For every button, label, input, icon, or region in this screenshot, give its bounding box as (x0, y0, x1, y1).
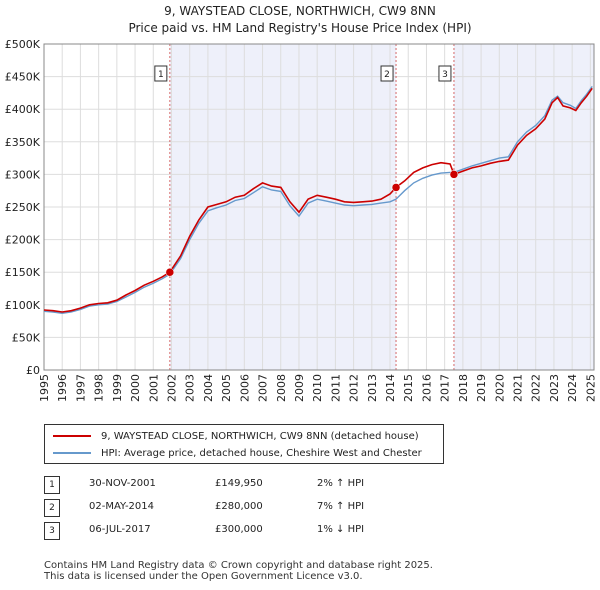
x-tick-label: 2002 (165, 374, 178, 402)
x-tick-label: 2014 (384, 374, 397, 402)
y-tick-label: £450K (5, 71, 41, 84)
legend-swatch-hpi (53, 452, 91, 454)
x-tick-label: 2000 (129, 374, 142, 402)
sale-hpi-change: 1% ↓ HPI (317, 524, 365, 535)
sale-point (165, 267, 175, 277)
y-tick-label: £400K (5, 103, 41, 116)
sale-number-badge: 3 (44, 522, 60, 540)
x-tick-label: 1995 (38, 374, 51, 402)
sale-price: £280,000 (215, 501, 263, 512)
x-tick-label: 2007 (257, 374, 270, 402)
legend-item-hpi: HPI: Average price, detached house, Ches… (53, 445, 422, 461)
x-tick-label: 2019 (475, 374, 488, 402)
sale-point (449, 170, 459, 179)
y-tick-label: £200K (5, 234, 41, 247)
sale-marker-label: 1 (158, 70, 164, 80)
x-tick-label: 2006 (238, 374, 251, 402)
hpi-line (43, 85, 593, 315)
x-tick-label: 1997 (74, 374, 87, 402)
sale-marker-badge (380, 65, 394, 82)
y-tick-label: £0 (26, 364, 40, 377)
sales-table: 1 30-NOV-2001 £149,950 2% ↑ HPI 2 02-MAY… (44, 474, 404, 543)
sale-marker-badge (154, 65, 168, 82)
y-tick-label: £150K (5, 266, 41, 279)
x-tick-label: 2012 (348, 374, 361, 402)
y-tick-label: £250K (5, 201, 41, 214)
footer-line: This data is licensed under the Open Gov… (44, 571, 363, 582)
x-tick-label: 2015 (402, 374, 415, 402)
x-tick-label: 2003 (184, 374, 197, 402)
chart-subtitle: Price paid vs. HM Land Registry's House … (128, 21, 472, 35)
x-tick-label: 2016 (420, 374, 433, 402)
x-tick-label: 2024 (566, 374, 579, 402)
sale-date: 02-MAY-2014 (89, 501, 155, 512)
sale-hpi-change: 7% ↑ HPI (317, 501, 365, 512)
footer-line: Contains HM Land Registry data © Crown c… (44, 560, 433, 571)
price-chart: £0 £50K £100K £150K £200K £250K £300K £350K £400… (5, 38, 598, 402)
sale-number-badge: 2 (44, 499, 60, 517)
sale-marker-badge (438, 65, 452, 82)
x-tick-label: 2018 (457, 374, 470, 402)
x-tick-label: 1996 (56, 374, 69, 402)
x-tick-label: 1999 (111, 374, 124, 402)
sale-date: 30-NOV-2001 (89, 478, 156, 489)
x-tick-label: 2023 (548, 374, 561, 402)
x-tick-label: 2021 (512, 374, 525, 402)
x-tick-label: 2017 (439, 374, 452, 402)
y-tick-label: £300K (5, 168, 41, 181)
y-tick-label: £350K (5, 136, 41, 149)
x-tick-label: 2013 (366, 374, 379, 402)
footer-attribution: Contains HM Land Registry data © Crown c… (44, 560, 433, 582)
sale-row: 2 02-MAY-2014 £280,000 7% ↑ HPI (44, 497, 404, 520)
legend-item-price: 9, WAYSTEAD CLOSE, NORTHWICH, CW9 8NN (d… (53, 428, 419, 444)
x-tick-label: 2008 (275, 374, 288, 402)
x-tick-label: 2005 (220, 374, 233, 402)
y-tick-label: £50K (12, 331, 41, 344)
x-tick-label: 2004 (202, 374, 215, 402)
x-tick-label: 2025 (584, 374, 597, 402)
chart-legend: 9, WAYSTEAD CLOSE, NORTHWICH, CW9 8NN (d… (44, 424, 444, 464)
sale-row: 3 06-JUL-2017 £300,000 1% ↓ HPI (44, 520, 404, 543)
sale-marker-label: 2 (384, 70, 390, 80)
sale-number-badge: 1 (44, 476, 60, 494)
sale-price: £149,950 (215, 478, 263, 489)
legend-label-hpi: HPI: Average price, detached house, Ches… (101, 447, 422, 459)
y-tick-label: £500K (5, 38, 41, 51)
y-tick-label: £100K (5, 299, 41, 312)
x-tick-label: 1998 (93, 374, 106, 402)
x-tick-label: 2022 (530, 374, 543, 402)
x-tick-label: 2011 (329, 374, 342, 402)
legend-label-price: 9, WAYSTEAD CLOSE, NORTHWICH, CW9 8NN (d… (101, 430, 419, 442)
legend-swatch-price (53, 435, 91, 437)
x-tick-label: 2010 (311, 374, 324, 402)
chart-title: 9, WAYSTEAD CLOSE, NORTHWICH, CW9 8NN (164, 4, 436, 18)
sale-row: 1 30-NOV-2001 £149,950 2% ↑ HPI (44, 474, 404, 497)
plot-frame (43, 43, 595, 371)
sale-date: 06-JUL-2017 (89, 524, 151, 535)
price-paid-line (43, 87, 593, 313)
x-tick-label: 2009 (293, 374, 306, 402)
x-tick-label: 2001 (147, 374, 160, 402)
sale-hpi-change: 2% ↑ HPI (317, 478, 365, 489)
sale-price: £300,000 (215, 524, 263, 535)
sale-point (391, 183, 401, 192)
x-tick-label: 2020 (493, 374, 506, 402)
sale-marker-label: 3 (442, 70, 448, 80)
